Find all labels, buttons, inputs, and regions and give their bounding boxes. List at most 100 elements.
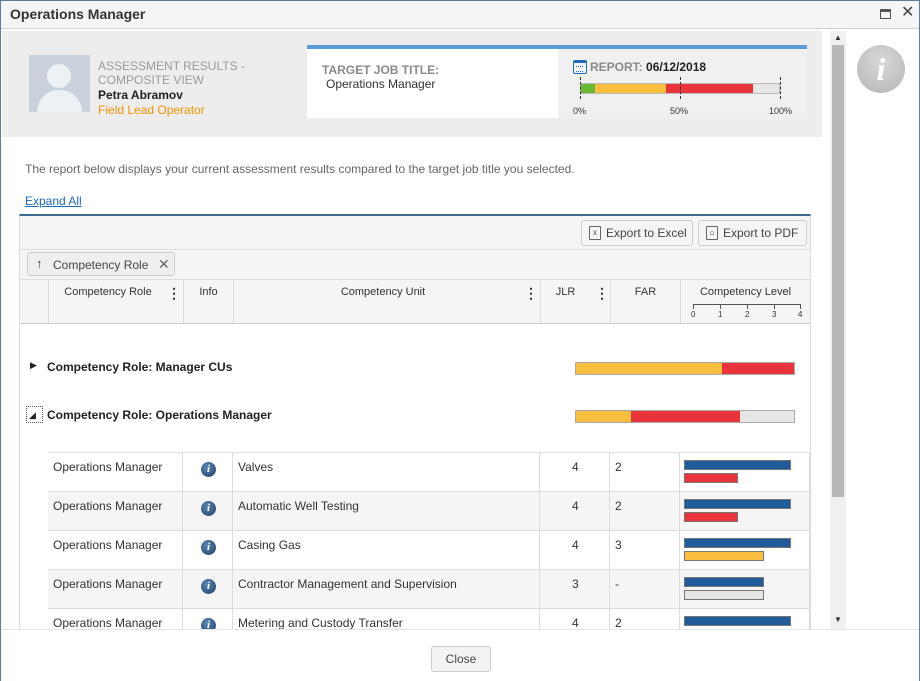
table-row[interactable]: Operations Manager i Casing Gas 4 3 (48, 530, 810, 570)
jlr-level-bar (684, 616, 791, 626)
unit-text: Casing Gas (238, 538, 301, 552)
jlr-text: 4 (572, 616, 579, 629)
export-excel-button[interactable]: x Export to Excel (581, 220, 693, 246)
cell-level (680, 453, 810, 492)
far-level-bar (684, 512, 738, 522)
role-text: Operations Manager (53, 577, 163, 591)
group-row-operations-manager[interactable]: ◢ Competency Role: Operations Manager (20, 402, 810, 432)
info-icon[interactable]: i (201, 579, 216, 594)
cell-jlr: 3 (540, 570, 610, 609)
cell-far: 2 (610, 492, 680, 531)
cell-role: Operations Manager (48, 453, 183, 492)
scale-label: 3 (772, 310, 777, 319)
report-date: 06/12/2018 (646, 60, 707, 74)
jlr-text: 4 (572, 499, 579, 513)
report-tick-100 (780, 77, 781, 99)
table-row[interactable]: Operations Manager i Valves 4 2 (48, 452, 810, 492)
report-label: REPORT: 06/12/2018 (590, 60, 707, 74)
far-text: 2 (615, 460, 622, 474)
far-level-bar (684, 590, 765, 600)
expand-icon[interactable]: ▶ (30, 360, 37, 370)
group-label: Competency Role: Operations Manager (47, 408, 272, 422)
pdf-icon: ⌂ (706, 226, 718, 240)
expand-all-link[interactable]: Expand All (25, 194, 82, 208)
far-text: 2 (615, 616, 622, 629)
jlr-text: 3 (572, 577, 579, 591)
cell-unit: Contractor Management and Supervision (233, 570, 540, 609)
maximize-icon[interactable] (880, 9, 891, 19)
scroll-thumb[interactable] (832, 45, 844, 497)
cell-role: Operations Manager (48, 492, 183, 531)
collapse-icon[interactable]: ◢ (26, 406, 43, 423)
target-card: TARGET JOB TITLE: Operations Manager REP… (307, 45, 807, 118)
kebab-icon[interactable]: ⋮ (595, 285, 609, 301)
vertical-scrollbar[interactable]: ▲ ▼ (830, 31, 846, 629)
cell-info: i (183, 609, 233, 629)
column-header-far: FAR (610, 280, 680, 324)
cell-jlr: 4 (540, 531, 610, 570)
report-segment-red (666, 84, 754, 93)
grouping-bar: ↑ Competency Role ✕ (20, 250, 810, 280)
assessment-heading: ASSESSMENT RESULTS - COMPOSITE VIEW (98, 59, 245, 87)
scroll-down-icon[interactable]: ▼ (834, 615, 842, 624)
assessment-header: ASSESSMENT RESULTS - COMPOSITE VIEW Petr… (2, 31, 822, 137)
jlr-text: 4 (572, 460, 579, 474)
results-grid: x Export to Excel ⌂ Export to PDF ↑ Compet… (19, 214, 811, 629)
info-icon[interactable]: i (201, 462, 216, 477)
info-icon[interactable]: i (857, 45, 905, 93)
role-text: Operations Manager (53, 499, 163, 513)
scale-label: 0 (691, 310, 696, 319)
close-button[interactable]: Close (431, 646, 491, 672)
column-header-role[interactable]: Competency Role ⋮ (48, 280, 183, 324)
report-tick-0 (580, 77, 581, 99)
scroll-up-icon[interactable]: ▲ (834, 33, 842, 42)
column-header-info: Info (183, 280, 233, 324)
kebab-icon[interactable]: ⋮ (524, 285, 538, 301)
table-row[interactable]: Operations Manager i Automatic Well Testin… (48, 491, 810, 531)
user-summary: ASSESSMENT RESULTS - COMPOSITE VIEW Petr… (98, 59, 268, 117)
group-segment-yellow (576, 363, 723, 374)
report-segment-yellow (594, 84, 667, 93)
cell-far: - (610, 570, 680, 609)
jlr-level-bar (684, 460, 791, 470)
role-text: Operations Manager (53, 538, 163, 552)
cell-jlr: 4 (540, 609, 610, 629)
column-header-unit[interactable]: Competency Unit ⋮ (233, 280, 540, 324)
dialog-footer: Close (1, 629, 919, 681)
avatar-head-icon (47, 64, 71, 88)
jlr-level-bar (684, 577, 765, 587)
user-role: Field Lead Operator (98, 103, 205, 117)
report-segment-green (581, 84, 595, 93)
avatar (29, 55, 90, 112)
group-label: Competency Role: Manager CUs (47, 360, 233, 374)
target-job-value: Operations Manager (326, 77, 436, 91)
column-header-jlr[interactable]: JLR ⋮ (540, 280, 610, 324)
avatar-body-icon (37, 90, 82, 112)
cell-level (680, 531, 810, 570)
info-icon[interactable]: i (201, 540, 216, 555)
info-icon[interactable]: i (201, 501, 216, 516)
close-icon[interactable]: ✕ (901, 4, 915, 21)
scale-label: 1 (718, 310, 723, 319)
grid-toolbar: x Export to Excel ⌂ Export to PDF (20, 216, 810, 250)
sort-up-icon[interactable]: ↑ (36, 256, 43, 271)
jlr-level-bar (684, 499, 791, 509)
table-row[interactable]: Operations Manager i Contractor Management… (48, 569, 810, 609)
table-row[interactable]: Operations Manager i Metering and Custody … (48, 608, 810, 629)
group-chip-competency-role[interactable]: ↑ Competency Role ✕ (27, 252, 175, 276)
target-job-label: TARGET JOB TITLE: (322, 63, 440, 77)
kebab-icon[interactable]: ⋮ (167, 285, 181, 301)
cell-far: 3 (610, 531, 680, 570)
role-text: Operations Manager (53, 616, 163, 629)
dialog-content: ASSESSMENT RESULTS - COMPOSITE VIEW Petr… (2, 31, 828, 629)
scale-label: 2 (745, 310, 750, 319)
export-pdf-button[interactable]: ⌂ Export to PDF (698, 220, 807, 246)
group-progress-bar (575, 362, 795, 375)
cell-unit: Casing Gas (233, 531, 540, 570)
window-title: Operations Manager (10, 6, 146, 22)
remove-group-icon[interactable]: ✕ (158, 256, 170, 272)
info-icon[interactable]: i (201, 618, 216, 629)
intro-text: The report below displays your current a… (25, 162, 575, 176)
group-row-manager-cus[interactable]: ▶ Competency Role: Manager CUs (20, 354, 810, 384)
